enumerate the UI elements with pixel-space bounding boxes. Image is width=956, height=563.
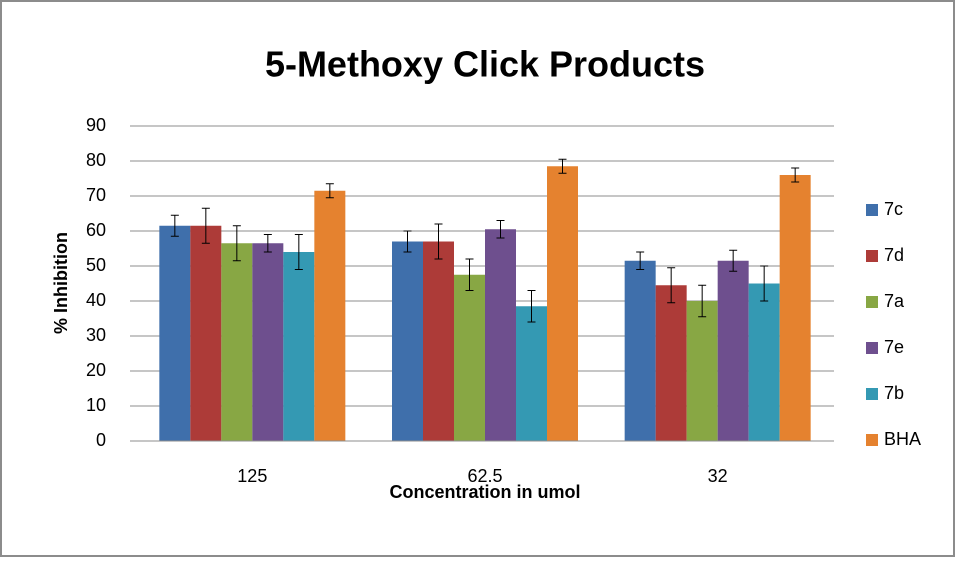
bar [686,301,718,441]
x-axis-title: Concentration in umol [390,482,581,502]
bar [423,241,454,441]
error-bar [232,225,241,262]
bar [624,260,656,441]
error-bar [263,234,272,253]
y-tick-label: 10 [86,395,106,415]
chart-title: 5-Methoxy Click Products [265,44,705,85]
legend-label: BHA [884,429,921,449]
legend-label: 7e [884,337,904,357]
bar [516,306,547,441]
error-bar [170,214,179,237]
error-bar [465,258,474,291]
error-bar [791,167,800,183]
legend-swatch [866,342,878,354]
error-bar [325,183,334,199]
error-bar [558,158,567,174]
x-tick-label: 32 [708,466,728,486]
legend-label: 7c [884,199,903,219]
y-axis-title: % Inhibition [51,232,71,334]
error-bar [434,223,443,260]
error-bar [403,230,412,253]
y-tick-label: 90 [86,115,106,135]
y-tick-label: 40 [86,290,106,310]
legend-swatch [866,204,878,216]
y-tick-label: 70 [86,185,106,205]
bar [748,283,780,441]
bar [655,285,687,441]
error-bar [527,290,536,323]
x-tick-label: 125 [237,466,267,486]
bar [717,260,749,441]
y-tick-label: 0 [96,430,106,450]
x-tick-label: 62.5 [467,466,502,486]
y-tick-label: 60 [86,220,106,240]
legend-label: 7b [884,383,904,403]
legend-label: 7d [884,245,904,265]
bar [221,243,253,441]
error-bar [729,249,738,272]
bar [779,175,811,441]
error-bar [201,207,210,244]
error-bar [294,234,303,270]
legend-swatch [866,296,878,308]
legend-swatch [866,388,878,400]
bar [252,243,284,441]
bar [159,225,191,441]
error-bar [760,265,769,302]
error-bar [496,220,505,239]
bar [392,241,423,441]
y-tick-label: 30 [86,325,106,345]
bar [283,252,315,441]
y-tick-label: 80 [86,150,106,170]
bar [547,166,578,441]
legend-swatch [866,250,878,262]
error-bar [636,251,645,270]
bar [314,190,346,441]
y-tick-label: 50 [86,255,106,275]
error-bar [698,284,707,318]
y-tick-label: 20 [86,360,106,380]
bar [454,274,485,441]
error-bar [667,267,676,304]
legend-swatch [866,434,878,446]
bar [485,229,516,441]
bar [190,225,222,441]
legend-label: 7a [884,291,905,311]
